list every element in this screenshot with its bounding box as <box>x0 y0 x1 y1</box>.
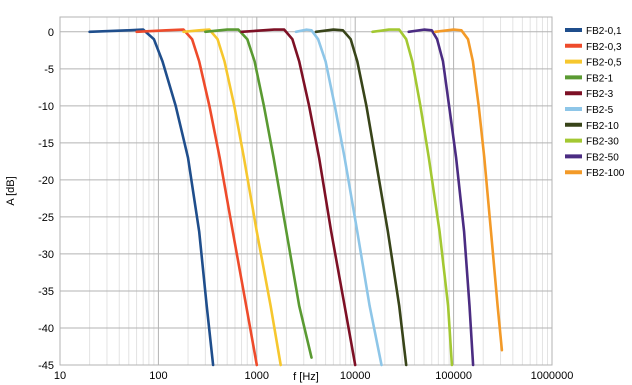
y-tick-label: -45 <box>38 360 54 372</box>
y-tick-label: -30 <box>38 249 54 261</box>
legend-label: FB2-3 <box>586 89 614 100</box>
series-line <box>407 28 475 367</box>
legend: FB2-0,1 FB2-0,3 FB2-0,5 FB2-1 FB2-3 FB2-5 FB2-… <box>565 26 625 179</box>
y-tick-label: -5 <box>44 64 54 76</box>
series-lines <box>88 28 504 367</box>
x-tick-label: 1000 <box>245 370 269 382</box>
plot-frame <box>59 16 553 366</box>
y-tick-label: -15 <box>38 138 54 150</box>
y-tick-label: 0 <box>48 27 54 39</box>
y-tick-label: -10 <box>38 101 54 113</box>
x-tick-label: 10000 <box>340 370 371 382</box>
series-line <box>240 28 357 367</box>
y-tick-label: -40 <box>38 323 54 335</box>
series-line <box>314 28 408 367</box>
legend-label: FB2-50 <box>586 152 619 163</box>
series-line <box>88 28 215 367</box>
y-tick-label: -35 <box>38 286 54 298</box>
legend-label: FB2-5 <box>586 105 614 116</box>
y-tick-label: -20 <box>38 175 54 187</box>
series-line <box>182 28 283 367</box>
gridlines <box>59 17 553 366</box>
legend-label: FB2-0,3 <box>586 42 622 53</box>
legend-label: FB2-0,1 <box>586 26 622 37</box>
x-tick-label: 100000 <box>435 370 472 382</box>
x-tick-label: 10 <box>54 370 66 382</box>
legend-label: FB2-0,5 <box>586 58 622 69</box>
series-line <box>371 28 454 367</box>
y-axis-label: A [dB] <box>5 176 17 205</box>
x-tick-label: 100 <box>149 370 167 382</box>
legend-label: FB2-30 <box>586 137 619 148</box>
x-tick-label: 1000000 <box>531 370 574 382</box>
legend-label: FB2-1 <box>586 73 614 84</box>
series-line <box>294 28 383 367</box>
series-line <box>135 28 259 367</box>
legend-label: FB2-100 <box>586 168 625 179</box>
y-tick-label: -25 <box>38 212 54 224</box>
series-line <box>204 28 313 359</box>
series-line <box>433 28 504 352</box>
legend-label: FB2-10 <box>586 121 619 132</box>
x-axis-label: f [Hz] <box>293 371 319 383</box>
